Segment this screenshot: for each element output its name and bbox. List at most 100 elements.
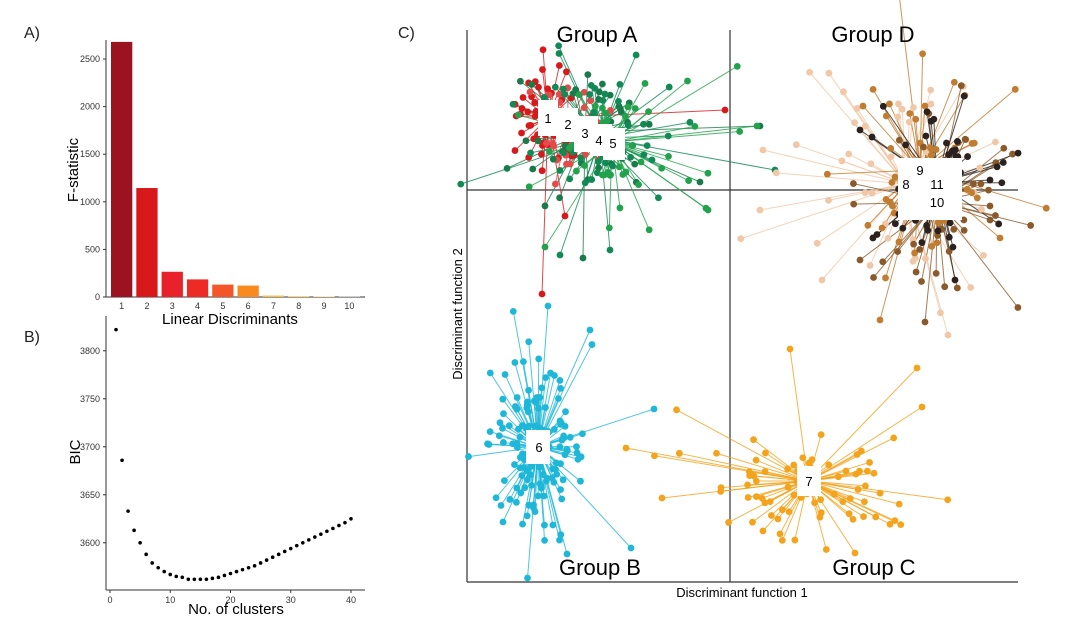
point-cluster-5	[621, 112, 629, 120]
point-cluster-10	[1014, 304, 1022, 311]
point-cluster-1	[555, 62, 563, 69]
point-cluster-7	[897, 521, 905, 529]
point-cluster-6	[650, 405, 658, 413]
point-cluster-6	[532, 399, 540, 406]
point-cluster-7	[918, 403, 926, 411]
point-cluster-6	[511, 403, 519, 410]
point-cluster-5	[624, 103, 632, 111]
point-cluster-11	[927, 117, 935, 125]
point-cluster-7	[725, 519, 732, 526]
point-cluster-11	[949, 243, 957, 251]
point-cluster-7	[866, 459, 873, 466]
point-cluster-11	[922, 132, 930, 140]
bic-point	[192, 577, 197, 582]
point-cluster-6	[521, 484, 529, 492]
bic-point	[150, 561, 154, 565]
point-cluster-1	[538, 290, 546, 298]
point-cluster-8	[737, 235, 745, 243]
group-b-label: Group B	[559, 555, 641, 580]
point-cluster-3	[579, 254, 587, 262]
point-cluster-1	[539, 46, 547, 54]
point-cluster-7	[744, 481, 751, 489]
point-cluster-8	[887, 153, 895, 160]
point-cluster-8	[922, 255, 929, 262]
point-cluster-6	[486, 428, 494, 436]
point-cluster-9	[928, 145, 936, 153]
point-cluster-7	[876, 489, 884, 497]
point-cluster-7	[849, 515, 857, 523]
point-cluster-6	[535, 404, 542, 412]
panel-c-label: C)	[398, 25, 415, 42]
point-cluster-5	[733, 62, 741, 70]
point-cluster-11	[960, 92, 968, 100]
point-cluster-10	[1000, 144, 1008, 152]
point-cluster-6	[562, 408, 569, 416]
point-cluster-6	[556, 443, 564, 451]
ray-cluster-4	[599, 137, 776, 171]
point-cluster-7	[861, 498, 868, 506]
x-tick-label: 3	[170, 301, 175, 311]
point-cluster-7	[713, 449, 720, 457]
point-cluster-9	[882, 196, 890, 203]
point-cluster-8	[772, 169, 780, 177]
point-cluster-10	[961, 135, 969, 143]
bic-point	[222, 573, 227, 578]
point-cluster-7	[753, 493, 760, 501]
point-cluster-7	[913, 364, 921, 372]
point-cluster-6	[560, 432, 568, 440]
point-cluster-6	[550, 425, 558, 433]
point-cluster-6	[577, 477, 584, 485]
point-cluster-4	[624, 121, 632, 129]
point-cluster-8	[861, 189, 869, 197]
point-cluster-4	[602, 159, 609, 167]
point-cluster-7	[785, 508, 793, 516]
point-cluster-8	[759, 146, 767, 154]
ray-cluster-5	[611, 131, 740, 143]
x-tick-label: 6	[246, 301, 251, 311]
point-cluster-9	[921, 102, 929, 110]
point-cluster-7	[790, 491, 798, 499]
point-cluster-11	[924, 226, 932, 234]
point-cluster-5	[628, 142, 636, 150]
point-cluster-3	[516, 77, 524, 85]
point-cluster-9	[912, 115, 920, 123]
point-cluster-6	[496, 419, 504, 427]
point-cluster-1	[544, 85, 552, 93]
point-cluster-9	[973, 194, 981, 202]
panel-b-label: B)	[24, 329, 40, 346]
point-cluster-7	[830, 490, 838, 498]
ray-cluster-7	[716, 452, 809, 482]
point-cluster-4	[665, 83, 673, 91]
point-cluster-6	[511, 359, 519, 366]
point-cluster-5	[704, 169, 712, 177]
point-cluster-4	[632, 51, 640, 59]
point-cluster-8	[838, 157, 846, 165]
point-cluster-5	[704, 206, 712, 214]
point-cluster-7	[761, 499, 769, 507]
point-cluster-4	[587, 81, 595, 89]
point-cluster-8	[911, 254, 919, 262]
point-cluster-2	[586, 97, 594, 104]
point-cluster-4	[648, 156, 656, 164]
point-cluster-1	[539, 66, 546, 73]
bar-ld-3	[161, 271, 183, 297]
point-cluster-6	[557, 486, 564, 494]
point-cluster-6	[556, 536, 563, 544]
point-cluster-9	[895, 238, 903, 246]
point-cluster-2	[555, 90, 563, 98]
point-cluster-6	[536, 394, 544, 401]
x-tick-label: 0	[107, 595, 112, 605]
ray-cluster-7	[807, 367, 918, 482]
point-cluster-5	[645, 108, 652, 116]
point-cluster-9	[876, 316, 884, 324]
point-cluster-6	[516, 453, 524, 461]
point-cluster-4	[559, 85, 567, 93]
ray-cluster-9	[899, 0, 921, 171]
bic-point	[343, 520, 347, 525]
point-cluster-7	[834, 473, 842, 481]
point-cluster-7	[846, 495, 854, 502]
point-cluster-8	[927, 86, 935, 94]
point-cluster-2	[563, 160, 570, 168]
point-cluster-10	[918, 278, 925, 285]
point-cluster-1	[519, 94, 527, 101]
